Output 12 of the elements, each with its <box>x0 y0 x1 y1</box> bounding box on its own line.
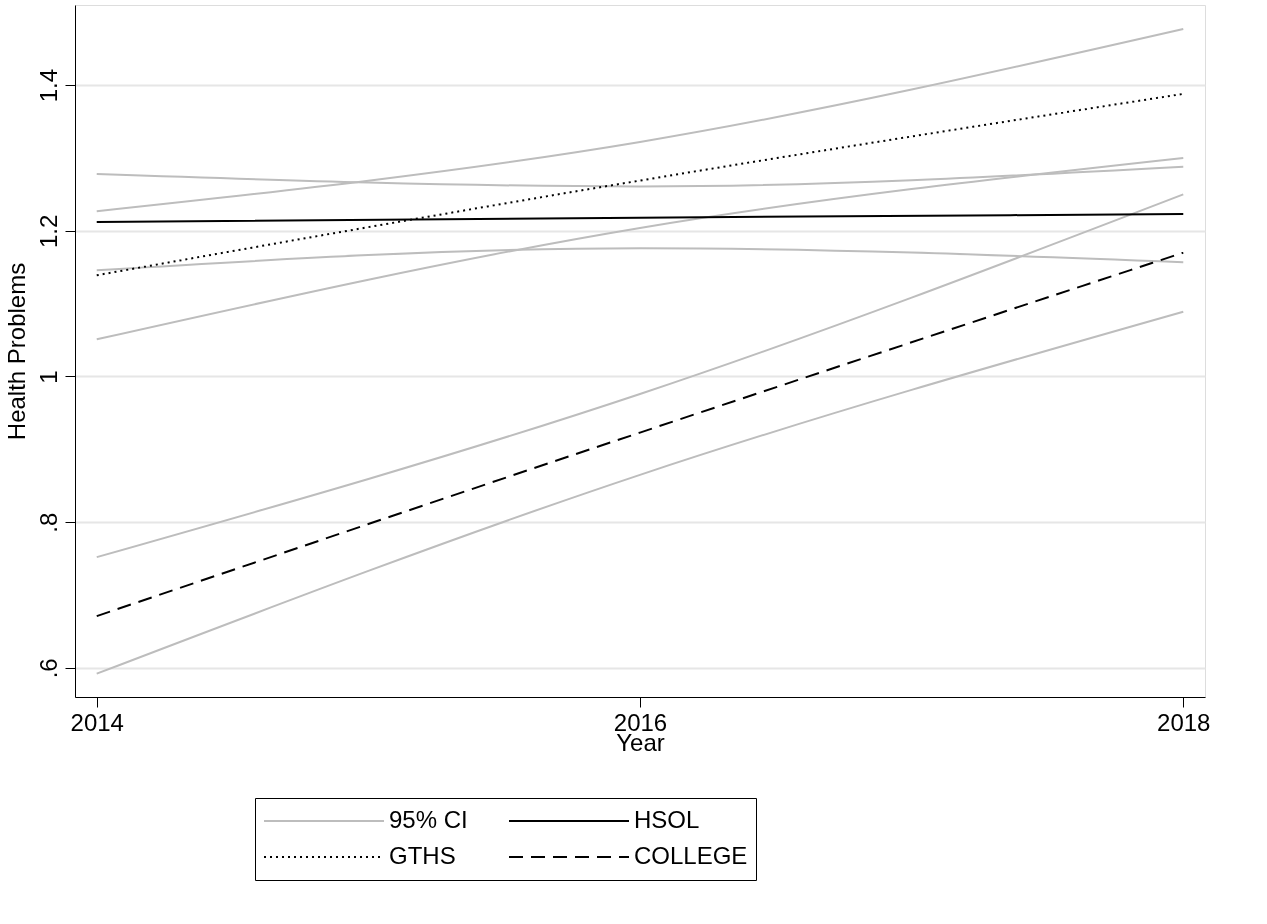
y-axis-title: Health Problems <box>2 262 30 441</box>
y-tick-label: 1 <box>34 370 62 384</box>
y-tick-label: 1.4 <box>34 68 62 103</box>
y-tick-label: .8 <box>34 512 62 533</box>
legend-label: COLLEGE <box>634 842 748 869</box>
legend-label: GTHS <box>389 842 456 869</box>
y-tick-label: 1.2 <box>34 214 62 248</box>
legend-label: 95% CI <box>389 806 468 833</box>
y-tick-label: .6 <box>34 658 62 679</box>
legend-label: HSOL <box>634 806 700 833</box>
x-tick-label: 2018 <box>1157 708 1211 736</box>
x-tick-label: 2014 <box>70 708 124 736</box>
